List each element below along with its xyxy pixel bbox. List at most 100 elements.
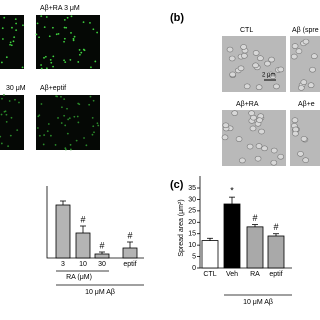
x-axis-label: RA (μM) bbox=[66, 274, 92, 281]
cell-dot bbox=[52, 65, 54, 68]
significance-marker: # bbox=[99, 240, 104, 250]
cell bbox=[273, 83, 280, 90]
cell-dot bbox=[73, 35, 76, 38]
axis bbox=[46, 186, 144, 259]
cell bbox=[255, 84, 263, 91]
cell-dot bbox=[60, 122, 63, 124]
cell-dot bbox=[36, 22, 39, 25]
cell-dot bbox=[91, 116, 94, 119]
cell bbox=[231, 110, 238, 116]
cell-dot bbox=[11, 26, 13, 29]
cell-dot bbox=[0, 113, 3, 116]
cell-dot bbox=[64, 124, 67, 127]
cell-dot bbox=[36, 127, 39, 129]
cell-dot bbox=[70, 31, 72, 34]
cell-dot bbox=[55, 33, 58, 36]
cell bbox=[268, 56, 275, 63]
cell-dot bbox=[92, 28, 95, 31]
cell-dot bbox=[50, 61, 53, 64]
image-label: Aβ+RA 3 μM bbox=[40, 5, 80, 12]
cell-dot bbox=[14, 18, 17, 21]
x-tick-label: RA bbox=[250, 271, 260, 278]
y-tick-label: 10 bbox=[188, 242, 196, 249]
significance-marker: # bbox=[273, 222, 278, 232]
cell-dot bbox=[88, 103, 91, 106]
cell-dot bbox=[63, 59, 65, 62]
cell-dot bbox=[63, 98, 66, 101]
cell-dot bbox=[64, 61, 67, 64]
cell-dot bbox=[14, 98, 16, 101]
significance-marker: * bbox=[230, 186, 234, 196]
cell bbox=[229, 71, 236, 78]
image-label: Aβ+RA bbox=[236, 101, 259, 108]
scale-label: 2 μm bbox=[262, 73, 275, 79]
x-tick-label: 3 bbox=[61, 261, 65, 268]
cell bbox=[270, 147, 278, 154]
cell-dot bbox=[65, 26, 68, 29]
cell-dot bbox=[64, 148, 67, 151]
cell-dot bbox=[82, 21, 85, 24]
fluorescence-image bbox=[36, 15, 100, 69]
cell-dot bbox=[73, 115, 76, 118]
cell-dot bbox=[66, 107, 68, 110]
cell bbox=[261, 145, 268, 152]
panel-label: (b) bbox=[170, 12, 184, 24]
cell-dot bbox=[70, 15, 73, 18]
cell bbox=[302, 38, 310, 45]
cell bbox=[249, 125, 257, 132]
cell-dot bbox=[0, 142, 3, 145]
cell bbox=[307, 82, 315, 89]
cell bbox=[226, 46, 234, 53]
cell-dot bbox=[7, 145, 10, 148]
cell bbox=[254, 155, 262, 162]
y-tick-label: 15 bbox=[188, 231, 196, 238]
group-label: 10 μM Aβ bbox=[243, 299, 273, 306]
cell-dot bbox=[40, 103, 43, 105]
cell-dot bbox=[3, 94, 5, 96]
y-tick-label: 0 bbox=[192, 265, 196, 272]
cell-dot bbox=[48, 35, 51, 38]
cell-dot bbox=[90, 66, 92, 69]
cell bbox=[237, 65, 245, 72]
bar bbox=[201, 240, 219, 269]
fluorescence-image bbox=[0, 95, 24, 150]
cell-dot bbox=[97, 124, 100, 127]
cell-dot bbox=[46, 67, 48, 70]
cell-dot bbox=[38, 36, 40, 39]
cell-dot bbox=[77, 121, 80, 124]
cell-dot bbox=[46, 130, 49, 133]
cell-dot bbox=[3, 16, 6, 19]
cell-dot bbox=[47, 123, 50, 125]
cell bbox=[264, 60, 271, 67]
cell-dot bbox=[92, 99, 95, 102]
cell-dot bbox=[51, 26, 54, 29]
bar bbox=[223, 203, 241, 269]
cell bbox=[228, 55, 236, 62]
cell-dot bbox=[63, 37, 66, 40]
cell-dot bbox=[3, 110, 6, 113]
cell-dot bbox=[76, 115, 79, 118]
cell bbox=[269, 73, 277, 79]
cell-dot bbox=[35, 33, 38, 36]
significance-marker: # bbox=[252, 213, 257, 223]
image-label: Aβ+eptif bbox=[40, 85, 66, 92]
cell-dot bbox=[43, 26, 46, 28]
bar bbox=[94, 253, 110, 259]
y-tick-label: 20 bbox=[188, 219, 196, 226]
cell bbox=[291, 43, 299, 49]
cell-dot bbox=[40, 67, 43, 70]
cell-dot bbox=[9, 134, 12, 137]
cell-dot bbox=[0, 61, 3, 64]
cell bbox=[222, 122, 230, 129]
cell bbox=[277, 153, 285, 160]
y-tick-label: 5 bbox=[192, 253, 196, 260]
y-axis-label: Spread area (μm²) bbox=[178, 199, 185, 256]
x-tick-label: eptif bbox=[269, 271, 282, 278]
cell-dot bbox=[63, 114, 66, 117]
cell-dot bbox=[42, 143, 45, 146]
cell-dot bbox=[80, 51, 83, 54]
cell-dot bbox=[1, 97, 3, 100]
cell-dot bbox=[77, 61, 80, 63]
cell bbox=[258, 128, 265, 135]
cell-dot bbox=[94, 60, 97, 63]
